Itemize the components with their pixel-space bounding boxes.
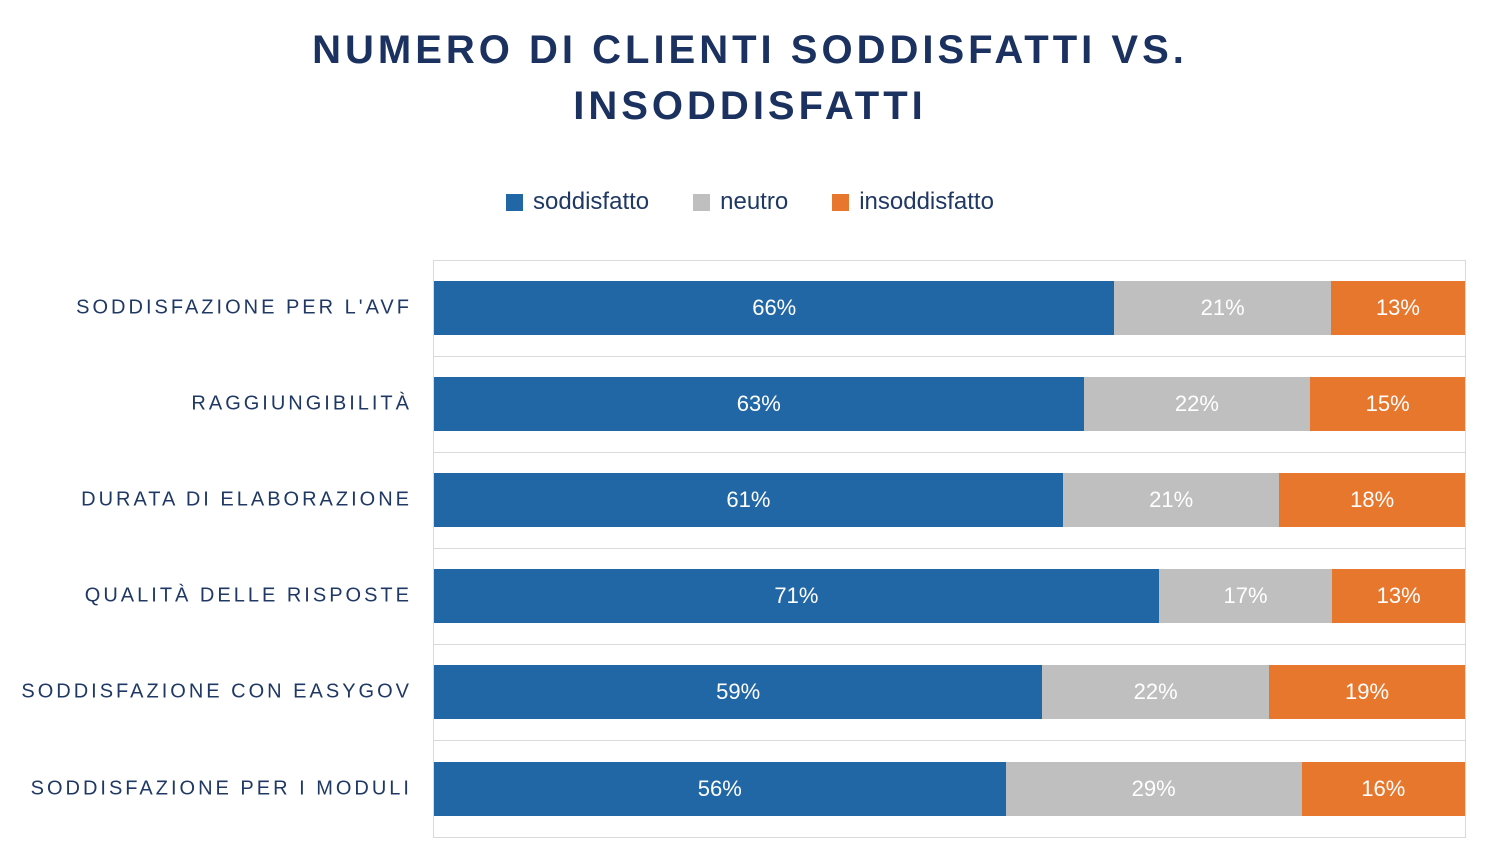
category-row: SODDISFAZIONE CON EASYGOV 59% 22% 19%	[21, 645, 1465, 741]
category-row: SODDISFAZIONE PER L'AVF 66% 21% 13%	[76, 261, 1465, 357]
category-row: QUALITÀ DELLE RISPOSTE 71% 17% 13%	[85, 549, 1465, 645]
category-row: RAGGIUNGIBILITÀ 63% 22% 15%	[191, 357, 1465, 453]
bar-segment-neutro: 21%	[1114, 281, 1331, 336]
category-label: RAGGIUNGIBILITÀ	[191, 392, 412, 415]
legend-label: soddisfatto	[533, 188, 650, 215]
bar-segment-neutro: 22%	[1042, 665, 1270, 720]
bar-segment-neutro: 22%	[1083, 377, 1311, 432]
chart-page: { "colors": { "navy_title": "#1B3160", "…	[0, 22, 1500, 866]
bar-segment-soddisfatto: 59%	[434, 665, 1043, 720]
bar-segment-soddisfatto: 63%	[434, 377, 1084, 432]
chart-title: NUMERO DI CLIENTI SODDISFATTI VS. INSODD…	[312, 28, 1188, 128]
category-label: QUALITÀ DELLE RISPOSTE	[84, 584, 412, 607]
category-row: DURATA DI ELABORAZIONE 61% 21% 18%	[81, 453, 1465, 549]
bar-segment-soddisfatto: 56%	[434, 761, 1006, 816]
bar-segment-insoddisfatto: 13%	[1330, 281, 1465, 336]
legend-swatch-neutro-icon	[693, 193, 711, 211]
legend-swatch-insoddisfatto-icon	[832, 193, 850, 211]
legend-swatch-soddisfatto-icon	[506, 193, 524, 211]
legend-label: insoddisfatto	[859, 188, 994, 215]
stacked-bar: 71% 17% 13%	[434, 569, 1465, 624]
legend-item: insoddisfatto	[832, 188, 994, 216]
bar-segment-neutro: 29%	[1005, 761, 1302, 816]
stacked-bar: 56% 29% 16%	[434, 761, 1465, 816]
category-label: DURATA DI ELABORAZIONE	[81, 488, 412, 511]
plot-area: SODDISFAZIONE PER L'AVF 66% 21% 13% RAGGIU…	[21, 260, 1466, 838]
category-label: SODDISFAZIONE CON EASYGOV	[21, 680, 412, 703]
category-label: SODDISFAZIONE PER L'AVF	[76, 296, 412, 319]
chart-legend: soddisfatto neutro insoddisfatto	[0, 188, 1500, 216]
bar-segment-insoddisfatto: 15%	[1310, 377, 1465, 432]
bar-segment-insoddisfatto: 18%	[1279, 473, 1465, 528]
bar-segment-insoddisfatto: 13%	[1332, 569, 1465, 624]
stacked-bar: 61% 21% 18%	[434, 473, 1465, 528]
bar-segment-neutro: 21%	[1062, 473, 1280, 528]
bar-segment-insoddisfatto: 16%	[1301, 761, 1465, 816]
category-label: SODDISFAZIONE PER I MODULI	[30, 777, 412, 800]
legend-item: soddisfatto	[506, 188, 649, 216]
bar-segment-neutro: 17%	[1158, 569, 1333, 624]
stacked-bar: 66% 21% 13%	[434, 281, 1465, 336]
legend-label: neutro	[720, 188, 789, 215]
bar-segment-soddisfatto: 66%	[434, 281, 1115, 336]
bar-segment-soddisfatto: 61%	[434, 473, 1063, 528]
stacked-bar: 59% 22% 19%	[434, 665, 1465, 720]
stacked-bar: 63% 22% 15%	[434, 377, 1465, 432]
category-row: SODDISFAZIONE PER I MODULI 56% 29% 16%	[31, 741, 1465, 837]
legend-item: neutro	[693, 188, 788, 216]
bar-segment-insoddisfatto: 19%	[1269, 665, 1465, 720]
bar-segment-soddisfatto: 71%	[434, 569, 1159, 624]
